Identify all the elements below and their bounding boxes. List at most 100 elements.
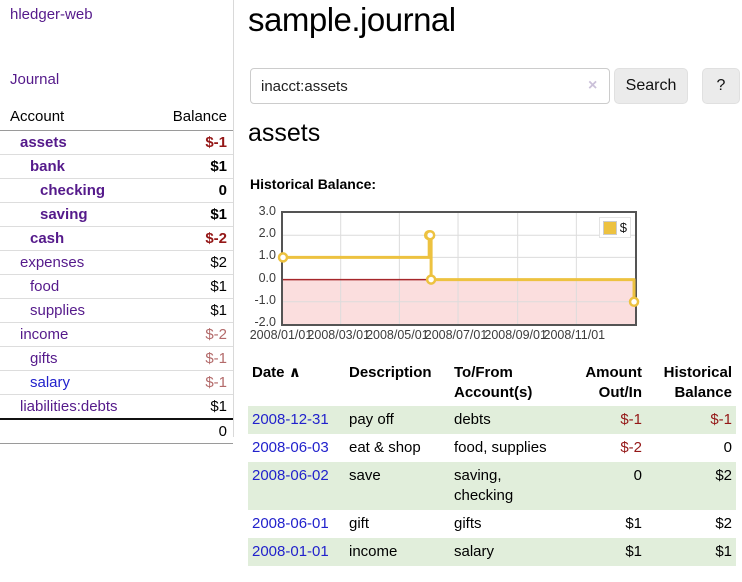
sidebar-account-row: bank $1 (0, 154, 233, 179)
sidebar-account-link[interactable]: salary (30, 374, 71, 391)
transaction-accounts-cell: food, supplies (454, 439, 547, 456)
y-axis-tick-label: -2.0 (254, 315, 276, 329)
sidebar-account-link[interactable]: saving (40, 206, 88, 223)
sidebar-account-link[interactable]: cash (30, 230, 65, 247)
transaction-date-cell: 2008-06-03 (248, 434, 345, 462)
sidebar-account-link[interactable]: income (20, 326, 69, 343)
x-axis-tick-label: 2008/05/01 (366, 328, 429, 342)
transaction-description-cell: eat & shop (349, 439, 421, 456)
sidebar-account-link[interactable]: checking (40, 182, 106, 199)
sidebar-account-link[interactable]: gifts (30, 350, 58, 367)
chart-heading: Historical Balance: (250, 176, 377, 192)
sidebar: hledger-web Journal Account Balance asse… (0, 0, 234, 444)
sidebar-account-row: gifts $-1 (0, 346, 233, 371)
y-axis-tick-label: 0.0 (258, 270, 276, 285)
transaction-balance-cell: $2 (715, 467, 732, 484)
transaction-date-link[interactable]: 2008-06-01 (252, 515, 329, 532)
account-name-cell: cash (0, 226, 155, 251)
register-transaction-row: 2008-01-01 income salary $1 $1 (248, 538, 736, 566)
transaction-date-cell: 2008-06-01 (248, 510, 345, 538)
clear-search-icon[interactable]: × (588, 77, 598, 94)
balance-column-header: Balance (154, 104, 233, 131)
account-balance-value: $1 (154, 394, 233, 420)
account-balance-value: $-1 (154, 346, 233, 371)
transaction-accounts-cell: salary (454, 543, 495, 560)
sidebar-account-row: checking 0 (0, 178, 233, 203)
accounts-total-spacer (0, 418, 155, 444)
accounts-balance-table: Account Balance assets $-1 bank $1 checking 0… (0, 104, 233, 444)
balance-column-header-register: Historical Balance (663, 364, 732, 401)
x-axis-tick-label: 2008/03/01 (307, 328, 370, 342)
sidebar-account-row: liabilities:debts $1 (0, 394, 233, 420)
account-name-cell: checking (0, 178, 155, 203)
transaction-accounts-cell: gifts (454, 515, 482, 532)
chart-plot-area: $ (277, 211, 640, 326)
account-balance-value: $-2 (154, 322, 233, 347)
account-heading: assets (248, 119, 321, 147)
sidebar-account-link[interactable]: bank (30, 158, 66, 175)
sidebar-item-journal[interactable]: Journal (10, 71, 60, 88)
account-name-cell: gifts (0, 346, 155, 371)
transaction-amount-cell: $1 (625, 515, 642, 532)
register-header-row: Date ∧ Description To/From Account(s) Am… (248, 360, 736, 406)
help-button[interactable]: ? (702, 68, 740, 104)
accounts-total-row: 0 (0, 418, 233, 444)
x-axis-tick-label: 2008/07/01 (424, 328, 488, 342)
account-balance-value: $-1 (154, 370, 233, 395)
transaction-date-cell: 2008-01-01 (248, 538, 345, 566)
transaction-date-link[interactable]: 2008-06-02 (252, 467, 329, 484)
page-title: sample.journal (248, 1, 456, 38)
sidebar-account-row: supplies $1 (0, 298, 233, 323)
transaction-date-link[interactable]: 2008-01-01 (252, 543, 329, 560)
sidebar-account-row: salary $-1 (0, 370, 233, 395)
sidebar-account-link[interactable]: liabilities:debts (20, 398, 118, 415)
transaction-date-link[interactable]: 2008-12-31 (252, 411, 329, 428)
x-axis-tick-label: 2008/01/01 (249, 328, 313, 342)
register-transaction-row: 2008-06-02 save saving, checking 0 $2 (248, 462, 736, 510)
account-balance-value: $-2 (154, 226, 233, 251)
transaction-amount-cell: 0 (633, 467, 642, 484)
y-axis-tick-label: -1.0 (254, 292, 276, 307)
legend-swatch-icon (602, 220, 617, 235)
account-name-cell: salary (0, 370, 155, 395)
y-axis-tick-label: 1.0 (258, 248, 276, 263)
account-name-cell: bank (0, 154, 155, 179)
sidebar-account-link[interactable]: expenses (20, 254, 85, 271)
transaction-date-link[interactable]: 2008-06-03 (252, 439, 329, 456)
balance-line-chart (277, 213, 640, 324)
sidebar-account-row: expenses $2 (0, 250, 233, 275)
search-button[interactable]: Search (614, 68, 688, 104)
sidebar-account-row: income $-2 (0, 322, 233, 347)
transaction-balance-cell: $-1 (710, 411, 732, 428)
search-input[interactable] (250, 68, 610, 104)
transaction-description-cell: pay off (349, 411, 394, 428)
transaction-description-cell: gift (349, 515, 370, 532)
sidebar-account-link[interactable]: food (30, 278, 60, 295)
transaction-balance-cell: $1 (715, 543, 732, 560)
transaction-accounts-cell: saving, checking (454, 467, 514, 504)
legend-label: $ (619, 220, 627, 235)
account-balance-value: $1 (154, 274, 233, 299)
account-balance-value: $1 (154, 154, 233, 179)
app-brand-link[interactable]: hledger-web (10, 6, 93, 23)
sidebar-account-link[interactable]: supplies (30, 302, 86, 319)
account-name-cell: liabilities:debts (0, 394, 155, 420)
transaction-balance-cell: $2 (715, 515, 732, 532)
account-name-cell: expenses (0, 250, 155, 275)
transaction-balance-cell: 0 (723, 439, 732, 456)
accounts-table-header-row: Account Balance (0, 104, 233, 131)
date-column-header[interactable]: Date ∧ (252, 364, 301, 381)
sort-ascending-icon: ∧ (288, 364, 301, 381)
chart-legend: $ (598, 217, 631, 238)
transaction-accounts-cell: debts (454, 411, 491, 428)
x-axis-tick-label: 2008/11/01 (543, 328, 606, 342)
transaction-amount-cell: $-2 (620, 439, 642, 456)
account-name-cell: assets (0, 130, 155, 155)
account-name-cell: supplies (0, 298, 155, 323)
transaction-date-cell: 2008-06-02 (248, 462, 345, 510)
register-transaction-row: 2008-12-31 pay off debts $-1 $-1 (248, 406, 736, 434)
sidebar-account-link[interactable]: assets (20, 134, 67, 151)
accounts-column-header: To/From Account(s) (454, 364, 533, 401)
sidebar-account-row: cash $-2 (0, 226, 233, 251)
